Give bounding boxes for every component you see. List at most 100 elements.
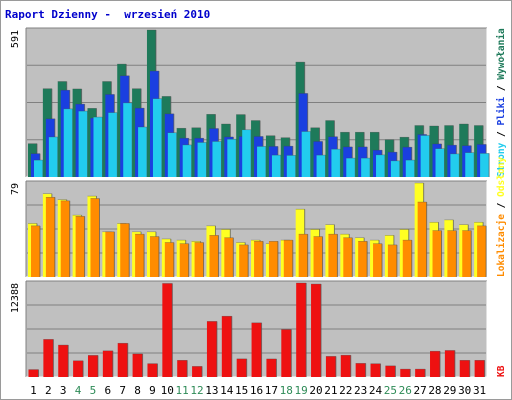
bar-bottom-KB-day11 — [177, 360, 188, 377]
y-max-label-bottom: 12388 — [10, 283, 21, 313]
x-tick-label-day2: 2 — [45, 384, 52, 397]
x-tick-label-day29: 29 — [443, 384, 456, 397]
bar-bottom-KB-day14 — [221, 316, 232, 377]
bar-top-Strony-day7 — [123, 102, 133, 177]
bar-top-Strony-day27 — [420, 135, 430, 177]
bar-middle-Lokalizacje-day26 — [402, 240, 412, 277]
bar-bottom-KB-day6 — [102, 350, 113, 377]
bar-middle-Lokalizacje-day27 — [417, 202, 427, 277]
legend-top: Strony / Pliki / Wywołania — [496, 28, 507, 177]
x-tick-label-day13: 13 — [205, 384, 218, 397]
bar-middle-Lokalizacje-day1 — [31, 225, 40, 277]
bar-middle-Lokalizacje-day6 — [105, 231, 115, 277]
x-tick-label-day7: 7 — [119, 384, 126, 397]
bar-middle-Lokalizacje-day22 — [343, 237, 353, 277]
x-tick-label-day17: 17 — [265, 384, 278, 397]
bar-top-Strony-day15 — [242, 129, 252, 177]
x-tick-label-day5: 5 — [90, 384, 97, 397]
x-tick-label-day23: 23 — [354, 384, 367, 397]
legend-text-bottom: KB — [496, 365, 507, 377]
x-tick-label-day16: 16 — [250, 384, 263, 397]
legend-item-strony: Strony — [496, 142, 507, 177]
bar-top-Strony-day19 — [301, 131, 311, 177]
bar-middle-Lokalizacje-day28 — [432, 230, 442, 277]
legend-separator: / — [496, 126, 507, 143]
bar-top-Strony-day17 — [271, 155, 281, 177]
y-max-label-top: 591 — [10, 30, 21, 48]
bar-bottom-KB-day30 — [459, 360, 470, 377]
bar-bottom-KB-day13 — [206, 321, 217, 377]
bar-top-Strony-day31 — [480, 153, 490, 177]
bar-middle-Lokalizacje-day2 — [45, 197, 55, 277]
legend-item-odsłony: Odsłony — [496, 157, 507, 197]
bar-top-Strony-day10 — [167, 132, 177, 177]
bar-bottom-KB-day26 — [400, 369, 411, 377]
bar-bottom-KB-day31 — [474, 360, 485, 377]
x-tick-label-day26: 26 — [399, 384, 412, 397]
legend-middle: Lokalizacje / Odsłony — [496, 157, 507, 277]
legend-text-top: Strony / Pliki / Wywołania — [496, 28, 507, 177]
legend-item-wywołania: Wywołania — [496, 28, 507, 80]
bar-middle-Lokalizacje-day31 — [477, 225, 487, 277]
x-tick-label-day30: 30 — [458, 384, 471, 397]
x-tick-label-day1: 1 — [30, 384, 37, 397]
bar-top-Strony-day4 — [78, 111, 88, 177]
bar-top-Strony-day3 — [63, 108, 73, 177]
bar-top-Strony-day21 — [331, 149, 341, 177]
bar-bottom-KB-day18 — [281, 329, 292, 377]
x-tick-label-day31: 31 — [473, 384, 486, 397]
legend-item-lokalizacje: Lokalizacje — [496, 214, 507, 277]
bar-middle-Lokalizacje-day5 — [90, 198, 100, 277]
bar-middle-Lokalizacje-day29 — [447, 230, 457, 277]
bar-top-Strony-day28 — [435, 148, 445, 177]
bar-bottom-KB-day25 — [385, 365, 396, 377]
chart-title: Raport Dzienny - wrzesień 2010 — [5, 8, 211, 21]
bar-middle-Lokalizacje-day30 — [462, 230, 472, 277]
bar-middle-Lokalizacje-day17 — [268, 241, 278, 277]
bar-top-Strony-day22 — [346, 158, 356, 177]
bar-top-Strony-day16 — [257, 146, 267, 177]
legend-bottom: KB — [496, 365, 507, 377]
x-tick-label-day6: 6 — [104, 384, 111, 397]
bar-top-Strony-day23 — [361, 158, 371, 177]
x-tick-label-day10: 10 — [161, 384, 174, 397]
bar-bottom-KB-day2 — [43, 339, 54, 377]
bar-bottom-KB-day4 — [73, 360, 84, 377]
bar-top-Strony-day14 — [227, 139, 237, 177]
bar-bottom-KB-day9 — [147, 363, 158, 377]
bar-bottom-KB-day7 — [117, 343, 128, 377]
x-tick-label-day9: 9 — [149, 384, 156, 397]
x-tick-label-day3: 3 — [60, 384, 67, 397]
bar-middle-Lokalizacje-day3 — [60, 200, 70, 277]
bar-middle-Lokalizacje-day8 — [135, 234, 145, 277]
bar-bottom-KB-day16 — [251, 322, 262, 377]
bar-top-Strony-day24 — [376, 154, 386, 177]
x-tick-label-day24: 24 — [369, 384, 383, 397]
bar-bottom-KB-day8 — [132, 353, 143, 377]
bar-top-Strony-day2 — [48, 136, 58, 177]
bar-bottom-KB-day10 — [162, 283, 173, 377]
bar-top-Strony-day18 — [286, 155, 296, 177]
bar-middle-Lokalizacje-day21 — [328, 234, 338, 277]
bar-bottom-KB-day3 — [58, 345, 69, 377]
bar-bottom-KB-day19 — [296, 283, 307, 377]
bar-middle-Lokalizacje-day23 — [358, 241, 368, 277]
bar-middle-Lokalizacje-day24 — [373, 243, 383, 277]
x-tick-label-day25: 25 — [384, 384, 397, 397]
bar-bottom-KB-day20 — [311, 284, 322, 377]
x-tick-label-day21: 21 — [324, 384, 337, 397]
x-tick-label-day19: 19 — [294, 384, 307, 397]
bar-bottom-KB-day24 — [370, 363, 381, 377]
x-tick-label-day11: 11 — [176, 384, 189, 397]
bar-middle-Lokalizacje-day12 — [194, 242, 204, 277]
x-tick-label-day8: 8 — [134, 384, 141, 397]
x-tick-label-day18: 18 — [280, 384, 293, 397]
bar-bottom-KB-day12 — [192, 366, 203, 377]
bar-middle-Lokalizacje-day10 — [164, 242, 174, 277]
bar-top-Strony-day1 — [34, 160, 43, 177]
x-tick-label-day4: 4 — [75, 384, 82, 397]
bar-top-Strony-day8 — [138, 127, 148, 177]
bar-top-Strony-day29 — [450, 153, 460, 177]
